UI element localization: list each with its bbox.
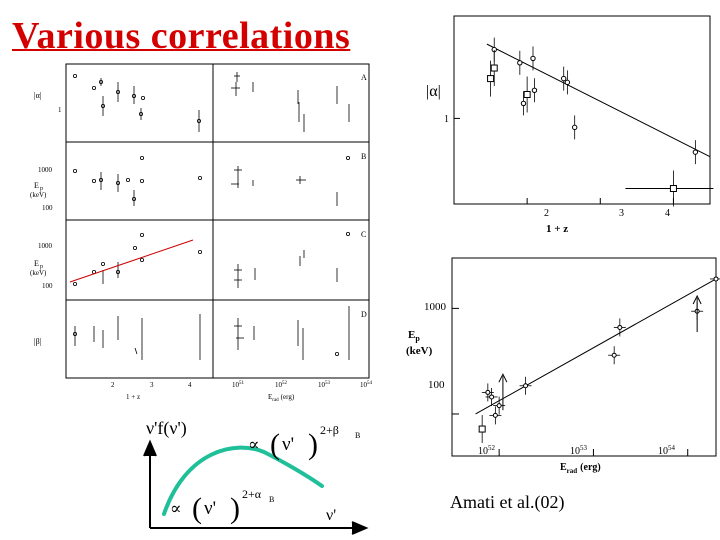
upper-formula: ∝ ( ν' ) 2+β B	[248, 423, 360, 461]
upper-paren-right: )	[308, 428, 318, 461]
grid-xtick-e54: 1054	[360, 381, 373, 389]
ep-data-point	[496, 403, 502, 409]
ep-ylabel: Ep	[408, 329, 420, 343]
grid-ep2-label: E	[34, 259, 39, 268]
lower-paren-right: )	[230, 492, 240, 525]
grid-ep-tick-1000: 1000	[38, 166, 53, 174]
ep-limit-arrowhead	[692, 294, 702, 305]
upper-formula-exp: 2+β	[320, 423, 339, 437]
ep-ylabel-unit: (keV)	[406, 345, 433, 357]
lower-paren-left: (	[192, 492, 202, 525]
ep-data-point	[485, 389, 491, 395]
ep-ytick-1000: 1000	[424, 301, 447, 313]
ep-square-point	[478, 425, 486, 433]
alpha-xtick-2: 2	[544, 208, 549, 219]
alpha-fit-line	[486, 43, 711, 158]
ep-ytick-100: 100	[428, 379, 445, 391]
alpha-square-point	[490, 64, 498, 72]
ep-data-point	[617, 324, 623, 330]
grid-xtick-e53: 1053	[318, 381, 331, 389]
sketch-y-axis-label: ν'f(ν')	[146, 418, 187, 439]
grid-xtick-3: 3	[150, 381, 154, 389]
alpha-data-point	[564, 79, 571, 86]
ep-xlabel: Erad (erg)	[560, 462, 601, 475]
alpha-xtick-4: 4	[665, 208, 670, 219]
alpha-data-point	[530, 55, 536, 62]
panel-letter-b: B	[361, 152, 366, 161]
grid-red-fit-line	[69, 239, 194, 283]
citation: Amati et al.(02)	[450, 492, 565, 512]
grid-alpha-tick: 1	[58, 106, 62, 114]
ep-limit-arrowhead	[498, 373, 508, 383]
grid-xlabel-right: Erad (erg)	[268, 393, 295, 403]
lower-formula-sub: B	[269, 495, 274, 504]
panel-letter-a: A	[361, 73, 367, 82]
grid-ep2-tick-1000: 1000	[38, 242, 53, 250]
alpha-xtick-3: 3	[619, 208, 624, 219]
ep-data-point	[611, 352, 617, 358]
alpha-data-marks	[454, 37, 714, 207]
alpha-data-point	[692, 149, 699, 155]
grid-xtick-2: 2	[111, 381, 115, 389]
ep-data-point	[489, 394, 495, 400]
grid-xtick-4: 4	[188, 381, 192, 389]
ep-fit-line	[475, 278, 717, 415]
ep-xtick-52: 1052	[478, 444, 496, 457]
ep-data-point	[523, 383, 529, 389]
alpha-square-point	[523, 90, 531, 98]
alpha-data-point	[561, 75, 567, 82]
panel-letter-c: C	[361, 230, 366, 239]
ep-vs-erad-plot: 1000 Ep (keV) 100 1052 1053 1054 Erad (er…	[406, 257, 720, 475]
upper-formula-sub: B	[355, 431, 360, 440]
grid-ep-tick-100: 100	[42, 204, 53, 212]
ep-xtick-53: 1053	[570, 444, 588, 457]
sketch-axes	[143, 439, 369, 535]
upper-formula-base: ν'	[282, 434, 294, 455]
alpha-data-point	[531, 87, 538, 93]
alpha-xlabel: 1 + z	[546, 223, 568, 235]
spectrum-sketch: ν'f(ν') ν' ∝ ( ν' ) 2+β B ∝ ( ν' ) 2+α B	[143, 418, 369, 535]
ep-xtick-54: 1054	[658, 444, 676, 457]
grid-ep-label: E	[34, 181, 39, 190]
grid-kev-label: (keV)	[30, 191, 47, 199]
lower-formula-base: ν'	[204, 498, 216, 519]
alpha-data-point	[520, 100, 527, 107]
panel-letter-d: D	[361, 310, 367, 319]
lower-formula-exp: 2+α	[242, 487, 262, 501]
alpha-ylabel: |α|	[426, 83, 441, 100]
ep-data-point	[492, 412, 498, 418]
alpha-square-point	[669, 185, 677, 193]
ep-data-point	[713, 276, 719, 282]
spectrum-curve	[162, 445, 324, 516]
alpha-ytick-1: 1	[444, 114, 449, 125]
alpha-plot-frame	[453, 15, 711, 205]
grid-beta-label: |β|	[34, 337, 41, 346]
sketch-x-axis-label: ν'	[326, 507, 336, 524]
grid-ep-sub: p	[40, 186, 43, 192]
alpha-vs-redshift-plot: |α| 1 2 3 4 1 + z	[426, 15, 714, 235]
grid-xlabel-left: 1 + z	[126, 393, 140, 401]
grid-data-marks	[73, 72, 350, 360]
alpha-data-point	[571, 124, 578, 131]
upper-formula-prop: ∝	[248, 435, 260, 454]
grid-ep2-tick-100: 100	[42, 282, 53, 290]
grid-frame	[65, 63, 370, 379]
grid-ep2-sub: p	[40, 264, 43, 270]
lower-formula: ∝ ( ν' ) 2+α B	[170, 487, 274, 525]
upper-paren-left: (	[270, 428, 280, 461]
grid-xtick-e52: 1052	[275, 381, 288, 389]
alpha-data-point	[517, 60, 523, 66]
grid-xtick-e51: 1051	[232, 381, 245, 389]
grid-kev2-label: (keV)	[30, 269, 47, 277]
ep-data-marks	[452, 269, 720, 456]
lower-formula-prop: ∝	[170, 499, 182, 518]
alpha-square-point	[487, 75, 495, 83]
ep-plot-frame	[451, 257, 717, 457]
grid-alpha-label: |α|	[34, 91, 41, 100]
slide-title: Various correlations	[12, 15, 351, 57]
